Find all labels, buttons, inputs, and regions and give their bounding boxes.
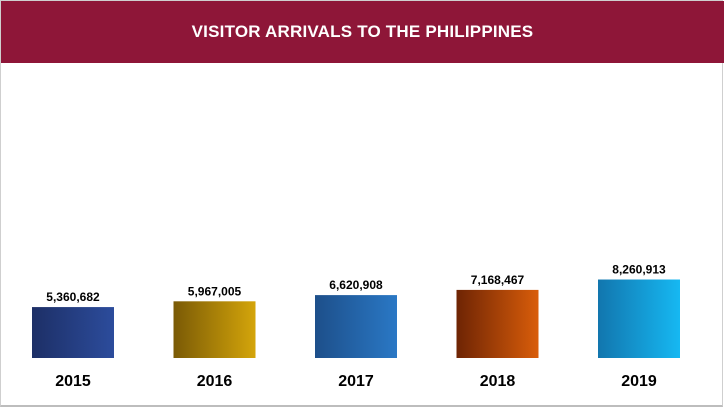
category-label-2019: 2019: [621, 373, 657, 390]
value-label-2018: 7,168,467: [471, 273, 525, 287]
chart-title: VISITOR ARRIVALS TO THE PHILIPPINES: [191, 22, 534, 41]
value-label-2016: 5,967,005: [188, 284, 242, 298]
bar-2015: [32, 307, 114, 358]
title-banner: VISITOR ARRIVALS TO THE PHILIPPINES: [1, 1, 724, 63]
category-label-2017: 2017: [338, 373, 374, 390]
category-label-2018: 2018: [480, 373, 516, 390]
bar-2019: [598, 279, 680, 358]
category-label-2016: 2016: [197, 373, 233, 390]
value-label-2017: 6,620,908: [329, 278, 383, 292]
bar-2016: [173, 301, 256, 358]
category-label-2015: 2015: [55, 373, 91, 390]
bar-2018: [456, 289, 539, 358]
value-label-2015: 5,360,682: [46, 290, 100, 304]
value-label-2019: 8,260,913: [612, 263, 666, 277]
bar-2017: [315, 295, 397, 358]
